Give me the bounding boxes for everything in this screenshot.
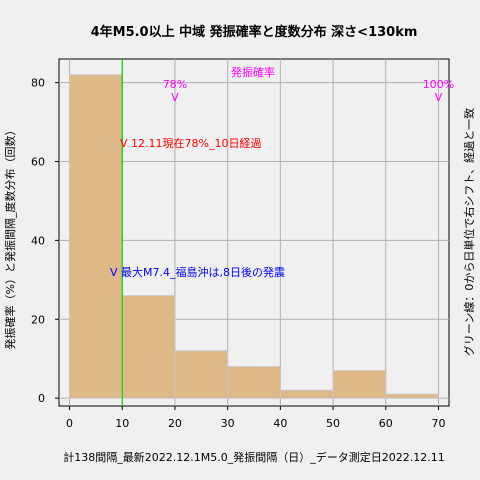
y-tick-label-3: 60 (31, 156, 45, 169)
chart-title: 4年M5.0以上 中域 発振確率と度数分布 深さ<130km (91, 24, 418, 40)
bar-0 (69, 74, 123, 399)
x-tick-label-5: 50 (326, 417, 340, 430)
footer-caption: 計138間隔_最新2022.12.1M5.0_発振間隔（日）_データ測定日202… (63, 450, 444, 464)
y-tick-label-0: 0 (38, 392, 45, 405)
max-quake-annotation: V 最大M7.4_福島沖は,8日後の発震 (110, 265, 285, 279)
bar-3 (227, 366, 281, 399)
bar-1 (121, 295, 176, 399)
x-tick-label-0: 0 (66, 417, 73, 430)
bar-2 (174, 350, 229, 399)
bar-4 (279, 389, 334, 399)
bars (69, 74, 439, 399)
bar-5 (332, 370, 387, 399)
x-tick-label-2: 20 (168, 417, 182, 430)
x-tick-label-1: 10 (115, 417, 129, 430)
bar-6 (385, 393, 439, 399)
probability-78-arrow: V (171, 91, 179, 104)
x-tick-label-4: 40 (273, 417, 287, 430)
x-tick-label-6: 60 (379, 417, 393, 430)
x-tick-label-3: 30 (221, 417, 235, 430)
right-side-label: グリーン線：0から日単位で右シフト、経過と一致 (462, 108, 476, 356)
y-tick-label-1: 20 (31, 313, 45, 326)
probability-100-label: 100% (423, 78, 454, 91)
y-ticks: 0 20 40 60 80 (31, 77, 59, 405)
y-axis-label: 発振確率（%）と発振間隔_度数分布（回数） (3, 125, 17, 350)
probability-label: 発振確率 (231, 65, 275, 79)
current-status-annotation: V 12.11現在78%_10日経過 (120, 137, 261, 150)
probability-100-arrow: V (435, 91, 443, 104)
x-tick-label-7: 70 (431, 417, 445, 430)
y-tick-label-2: 40 (31, 234, 45, 247)
y-tick-label-4: 80 (31, 77, 45, 90)
probability-78-label: 78% (163, 78, 187, 91)
x-ticks: 0 10 20 30 40 50 60 70 (66, 406, 445, 430)
